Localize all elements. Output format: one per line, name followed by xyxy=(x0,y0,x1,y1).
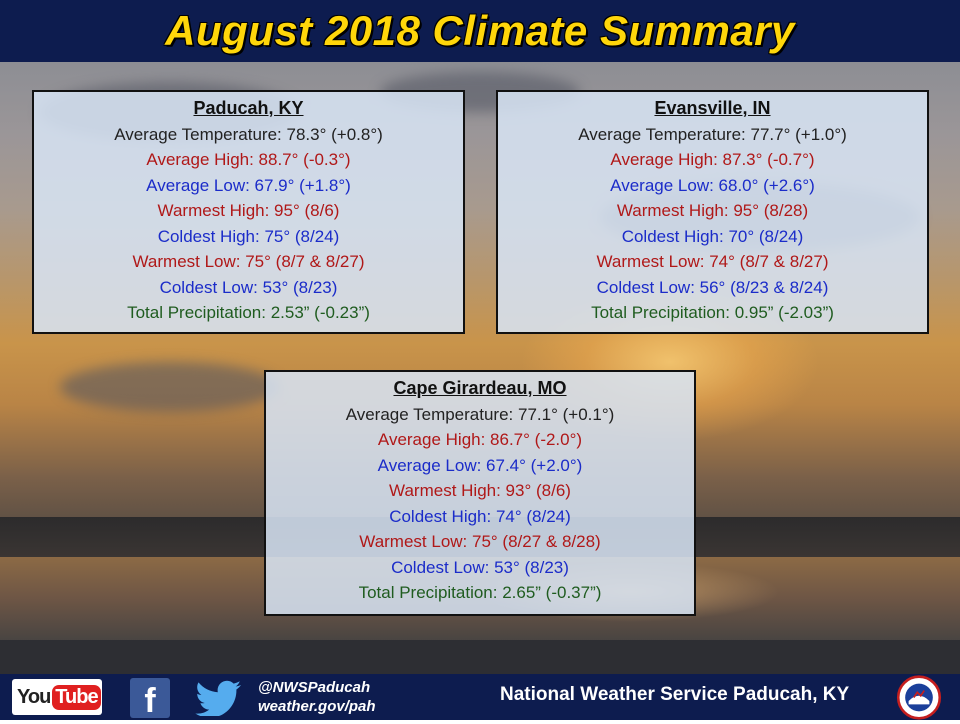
coldest-high: Coldest High: 74° (8/24) xyxy=(389,506,571,526)
cloud xyxy=(60,362,280,412)
coldest-high: Coldest High: 70° (8/24) xyxy=(621,226,804,246)
coldest-low: Coldest Low: 53° (8/23) xyxy=(391,557,569,577)
youtube-logo[interactable]: You Tube xyxy=(12,679,102,715)
warmest-low: Warmest Low: 75° (8/27 & 8/28) xyxy=(359,532,601,551)
station-card-evansville: Evansville, IN Average Temperature: 77.7… xyxy=(496,90,929,334)
average-temperature: Average Temperature: 78.3° (+0.8°) xyxy=(114,124,383,144)
coldest-high: Coldest High: 75° (8/24) xyxy=(157,226,340,246)
nws-logo xyxy=(896,675,942,720)
average-low: Average Low: 67.9° (+1.8°) xyxy=(146,175,351,195)
station-card-paducah: Paducah, KY Average Temperature: 78.3° (… xyxy=(32,90,465,334)
total-precipitation: Total Precipitation: 2.53” (-0.23”) xyxy=(127,303,370,322)
twitter-bird-icon[interactable] xyxy=(195,680,243,716)
social-links: @NWSPaducah weather.gov/pah xyxy=(258,678,376,716)
total-precipitation: Total Precipitation: 0.95” (-2.03”) xyxy=(591,303,834,322)
page-title: August 2018 Climate Summary xyxy=(165,7,795,54)
coldest-low: Coldest Low: 56° (8/23 & 8/24) xyxy=(596,277,829,297)
average-high: Average High: 87.3° (-0.7°) xyxy=(610,150,815,169)
bridge-rail xyxy=(0,640,960,674)
average-low: Average Low: 68.0° (+2.6°) xyxy=(610,175,815,195)
facebook-icon[interactable]: f xyxy=(130,678,170,720)
twitter-handle[interactable]: @NWSPaducah xyxy=(258,679,371,696)
average-low: Average Low: 67.4° (+2.0°) xyxy=(377,455,583,475)
youtube-you-text: You xyxy=(17,685,51,708)
facebook-letter: f xyxy=(144,682,156,720)
average-high: Average High: 86.7° (-2.0°) xyxy=(377,430,583,449)
office-name: National Weather Service Paducah, KY xyxy=(500,684,850,705)
warmest-high: Warmest High: 95° (8/6) xyxy=(157,201,340,220)
warmest-low: Warmest Low: 74° (8/7 & 8/27) xyxy=(596,252,829,271)
total-precipitation: Total Precipitation: 2.65” (-0.37”) xyxy=(358,583,602,602)
station-name: Paducah, KY xyxy=(193,98,304,118)
youtube-tube-text: Tube xyxy=(52,684,101,710)
title-banner: August 2018 Climate Summary xyxy=(0,0,960,62)
average-temperature: Average Temperature: 77.1° (+0.1°) xyxy=(345,404,615,424)
warmest-low: Warmest Low: 75° (8/7 & 8/27) xyxy=(132,252,365,271)
coldest-low: Coldest Low: 53° (8/23) xyxy=(159,277,338,297)
average-temperature: Average Temperature: 77.7° (+1.0°) xyxy=(578,124,847,144)
warmest-high: Warmest High: 95° (8/28) xyxy=(616,201,809,220)
station-card-cape-girardeau: Cape Girardeau, MO Average Temperature: … xyxy=(264,370,696,616)
station-name: Cape Girardeau, MO xyxy=(393,378,567,398)
warmest-high: Warmest High: 93° (8/6) xyxy=(389,481,571,500)
station-name: Evansville, IN xyxy=(654,98,771,118)
website-link[interactable]: weather.gov/pah xyxy=(258,698,376,715)
average-high: Average High: 88.7° (-0.3°) xyxy=(146,150,351,169)
